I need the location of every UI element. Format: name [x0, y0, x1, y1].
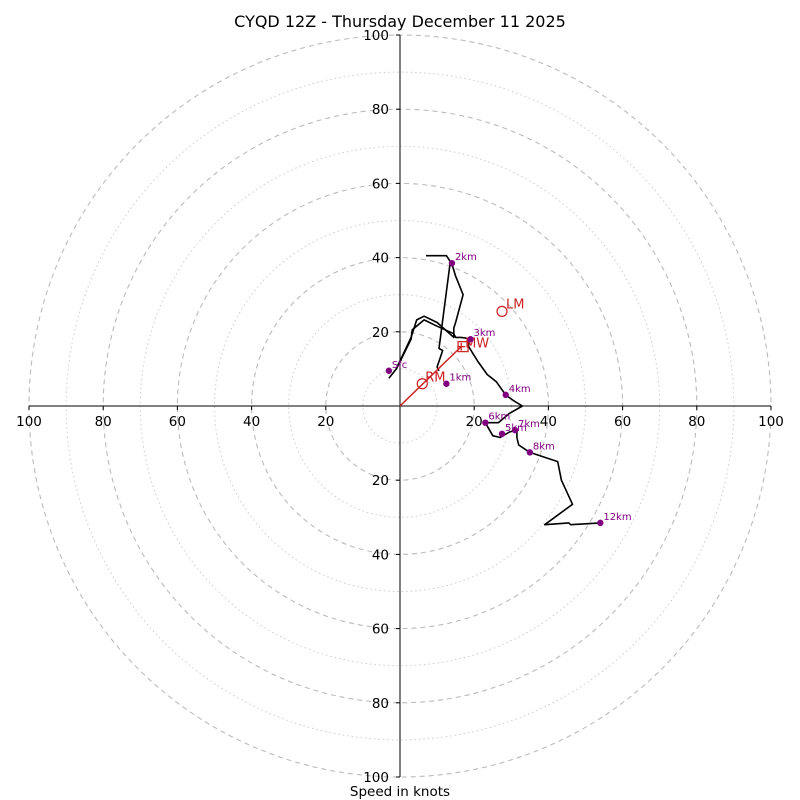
height-marker-dot	[448, 259, 456, 267]
mean-wind-marker	[457, 341, 469, 353]
x-tick-label: 20	[466, 414, 483, 430]
height-markers: Sfc1km2km3km4km6km5km7km8km12km	[385, 252, 632, 527]
x-tick-label: 100	[16, 414, 42, 430]
height-marker-label: Sfc	[392, 360, 407, 371]
y-tick-label: 40	[372, 547, 389, 563]
y-tick-label: 100	[363, 28, 389, 44]
left-mover-marker	[496, 305, 508, 317]
height-marker-label: 3km	[473, 328, 495, 339]
x-tick-label: 20	[317, 414, 334, 430]
y-tick-label: 80	[372, 696, 389, 712]
x-tick-label: 40	[243, 414, 260, 430]
height-marker-dot	[526, 449, 534, 456]
y-tick-label: 60	[372, 176, 389, 192]
y-tick-label: 100	[363, 770, 389, 786]
hodograph-trace-mid	[436, 263, 451, 372]
y-tick-label: 20	[372, 325, 389, 341]
x-tick-label: 60	[614, 414, 631, 430]
height-marker-dot	[597, 519, 604, 527]
x-tick-label: 80	[95, 414, 112, 430]
right-mover-marker	[416, 378, 428, 390]
height-marker-dot	[511, 426, 519, 434]
chart-title: CYQD 12Z - Thursday December 11 2025	[234, 12, 566, 31]
height-marker-dot	[443, 380, 450, 387]
height-marker-dot	[482, 419, 489, 426]
y-tick-label: 60	[372, 622, 389, 638]
right-mover-label: RM	[425, 371, 445, 386]
wind-trace	[388, 254, 601, 526]
height-marker-label: 2km	[455, 252, 477, 263]
y-tick-label: 20	[372, 473, 389, 489]
height-marker-label: 7km	[518, 419, 540, 430]
x-tick-label: 60	[169, 414, 186, 430]
x-tick-label: 100	[758, 414, 784, 430]
hodograph-trace-upper	[395, 254, 464, 370]
x-tick-label: 80	[688, 414, 705, 430]
x-tick-label: 40	[540, 414, 557, 430]
height-marker-label: 6km	[488, 412, 510, 423]
y-tick-label: 80	[372, 102, 389, 118]
height-marker-label: 12km	[603, 512, 631, 523]
tick-labels: 100 80 60 40 20 20 40 60 80 100 100 80 60 40 20 20 40 60 8…	[16, 28, 784, 786]
height-marker-label: 1km	[449, 373, 471, 384]
height-marker-dot	[498, 430, 506, 438]
height-marker-dot	[467, 336, 474, 343]
height-marker-dot	[385, 367, 393, 374]
y-tick-label: 40	[372, 251, 389, 267]
height-marker-label: 8km	[533, 441, 555, 452]
left-mover-label: LM	[506, 297, 524, 312]
x-axis-label: Speed in knots	[350, 784, 450, 800]
height-marker-label: 4km	[509, 384, 531, 395]
height-marker-dot	[502, 391, 509, 399]
shear-vector	[399, 346, 462, 407]
hodograph-trace	[388, 319, 601, 526]
